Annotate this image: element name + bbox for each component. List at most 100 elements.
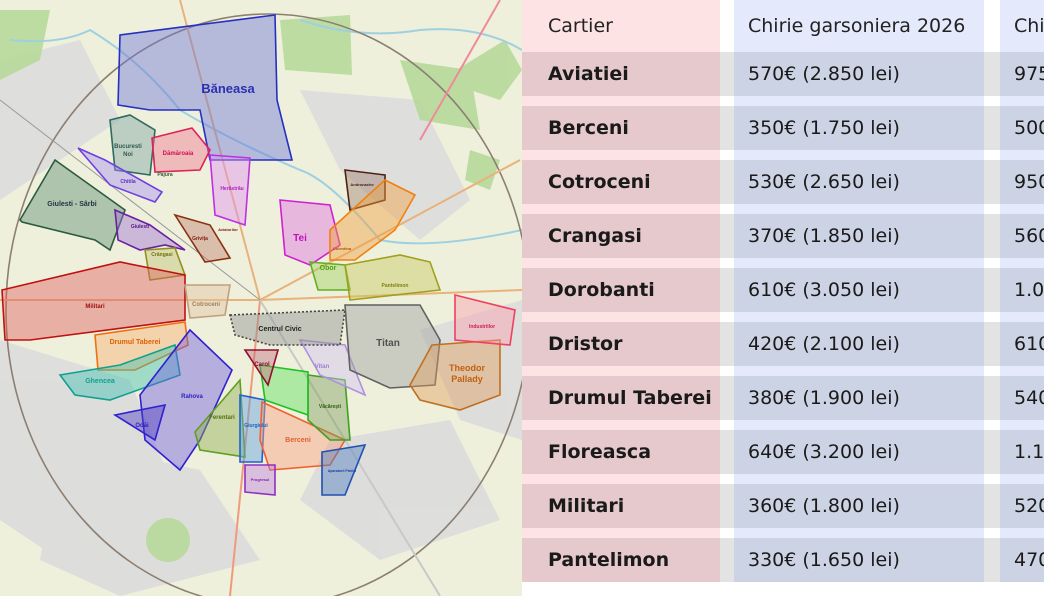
label-andronache: Andronache bbox=[350, 182, 374, 187]
table-cell-col3: 1.0 bbox=[1000, 268, 1044, 322]
district-herastrau bbox=[209, 154, 251, 227]
district-chitila bbox=[77, 147, 164, 203]
district-centrul-civic bbox=[228, 309, 346, 346]
label-crangasi: Crângasi bbox=[151, 252, 173, 258]
district-rahova bbox=[139, 328, 233, 472]
table-cell-garsoniera: 350€ (1.750 lei) bbox=[734, 106, 984, 160]
district-aparatorii-patriei bbox=[321, 443, 367, 496]
table-cell-col3: 950 bbox=[1000, 160, 1044, 214]
table-cell-garsoniera: 530€ (2.650 lei) bbox=[734, 160, 984, 214]
district-drumul-taberei bbox=[94, 321, 189, 371]
label-bucuresti-noi: Bucuresti bbox=[114, 144, 142, 150]
label-obor: Obor bbox=[320, 265, 337, 272]
district-odai bbox=[112, 403, 167, 442]
label-giurgiului: Giurgiului bbox=[244, 423, 268, 429]
table-cell-garsoniera: 330€ (1.650 lei) bbox=[734, 538, 984, 582]
bucharest-neighborhoods-map: Băneasa Bucuresti Noi Dămăroaia Chitila … bbox=[0, 0, 522, 596]
table-cell-garsoniera: 360€ (1.800 lei) bbox=[734, 484, 984, 538]
district-vitan bbox=[298, 339, 367, 397]
label-grivita: Grivița bbox=[192, 236, 208, 242]
label-drumul-taberei: Drumul Taberei bbox=[110, 339, 161, 346]
label-pajura: Pajura bbox=[157, 172, 173, 178]
table-cell-cartier: Dorobanti bbox=[522, 268, 720, 322]
label-giulesti-sarbi: Giulesti - Sârbi bbox=[47, 201, 96, 208]
table-cell-garsoniera: 640€ (3.200 lei) bbox=[734, 430, 984, 484]
label-aviatorilor: Aviatorilor bbox=[218, 227, 238, 232]
districts bbox=[1, 14, 516, 496]
table-cell-col3: 975 bbox=[1000, 52, 1044, 106]
table-cell-col3: 1.10 bbox=[1000, 430, 1044, 484]
district-andronache bbox=[344, 169, 386, 212]
header-cartier: Cartier bbox=[522, 0, 720, 52]
label-baneasa: Băneasa bbox=[201, 81, 255, 96]
district-colentina bbox=[329, 179, 417, 261]
district-pantelimon bbox=[344, 254, 442, 301]
column-3: Chi 9755009505601.06105401.10520470 bbox=[1000, 0, 1044, 582]
label-theodor-pallady: Pallady bbox=[451, 374, 483, 384]
table-cell-cartier: Dristor bbox=[522, 322, 720, 376]
district-titan bbox=[344, 304, 441, 389]
district-tei bbox=[279, 199, 341, 266]
district-tineretului bbox=[259, 364, 309, 417]
label-aparatorii-patriei: Aparatorii Patriei bbox=[328, 469, 356, 473]
table-cell-cartier: Drumul Taberei bbox=[522, 376, 720, 430]
table-cell-garsoniera: 610€ (3.050 lei) bbox=[734, 268, 984, 322]
label-pantelimon: Pantelimon bbox=[382, 283, 409, 289]
label-berceni: Berceni bbox=[285, 437, 311, 444]
table-cell-col3: 520 bbox=[1000, 484, 1044, 538]
table-cell-cartier: Berceni bbox=[522, 106, 720, 160]
label-ferentari: Ferentari bbox=[209, 415, 235, 421]
header-col3: Chi bbox=[1000, 0, 1044, 52]
table-cell-cartier: Aviatiei bbox=[522, 52, 720, 106]
district-baneasa bbox=[117, 14, 294, 161]
label-damaroaia: Dămăroaia bbox=[163, 151, 194, 157]
table-cell-cartier: Cotroceni bbox=[522, 160, 720, 214]
label-tei: Tei bbox=[293, 233, 307, 244]
table-cell-cartier: Crangasi bbox=[522, 214, 720, 268]
label-titan: Titan bbox=[376, 338, 400, 349]
table-cell-col3: 540 bbox=[1000, 376, 1044, 430]
label-chitila: Chitila bbox=[120, 179, 135, 185]
district-ghencea bbox=[58, 343, 181, 401]
label-progresul: Progresul bbox=[251, 477, 270, 482]
label-vitan: Vitan bbox=[315, 364, 330, 370]
table-cell-garsoniera: 370€ (1.850 lei) bbox=[734, 214, 984, 268]
label-centrul-civic: Centrul Civic bbox=[258, 326, 301, 333]
ring-road bbox=[5, 13, 522, 596]
district-ferentari bbox=[194, 378, 246, 458]
district-grivita bbox=[173, 213, 232, 263]
urban-areas bbox=[0, 40, 522, 596]
label-herastrau: Herăstrău bbox=[220, 186, 243, 192]
label-theodor-pallady: Theodor bbox=[449, 363, 485, 373]
table-cell-col3: 560 bbox=[1000, 214, 1044, 268]
district-industriilor bbox=[454, 293, 516, 346]
district-obor bbox=[308, 261, 351, 291]
table-cell-garsoniera: 420€ (2.100 lei) bbox=[734, 322, 984, 376]
label-odai: Odăi bbox=[135, 423, 149, 429]
district-cotroceni bbox=[184, 284, 231, 319]
table-cell-col3: 470 bbox=[1000, 538, 1044, 582]
label-giulesti: Giulesti bbox=[131, 224, 150, 230]
district-damaroaia bbox=[151, 127, 211, 173]
district-carol bbox=[243, 349, 280, 387]
label-cotroceni: Cotroceni bbox=[192, 302, 220, 308]
district-militari bbox=[1, 261, 186, 341]
district-giurgiului bbox=[239, 394, 266, 463]
district-giulesti bbox=[114, 208, 186, 251]
district-giulesti-sarbi bbox=[18, 158, 126, 252]
label-colentina: Colentina bbox=[333, 246, 352, 251]
label-militari: Militari bbox=[85, 304, 105, 310]
label-vacaresti: Văcărești bbox=[319, 404, 342, 410]
district-progresul bbox=[244, 464, 276, 496]
column-garsoniera: Chirie garsoniera 2026 570€ (2.850 lei) 3… bbox=[734, 0, 984, 582]
table-cell-garsoniera: 380€ (1.900 lei) bbox=[734, 376, 984, 430]
label-ghencea: Ghencea bbox=[85, 378, 115, 385]
table-cell-cartier: Militari bbox=[522, 484, 720, 538]
label-bucuresti-noi: Noi bbox=[123, 152, 133, 158]
district-theodor-pallady bbox=[409, 339, 501, 411]
table-cell-cartier: Floreasca bbox=[522, 430, 720, 484]
header-garsoniera: Chirie garsoniera 2026 bbox=[734, 0, 984, 52]
rivers bbox=[9, 19, 522, 245]
table-cell-garsoniera: 570€ (2.850 lei) bbox=[734, 52, 984, 106]
district-berceni bbox=[259, 400, 347, 471]
